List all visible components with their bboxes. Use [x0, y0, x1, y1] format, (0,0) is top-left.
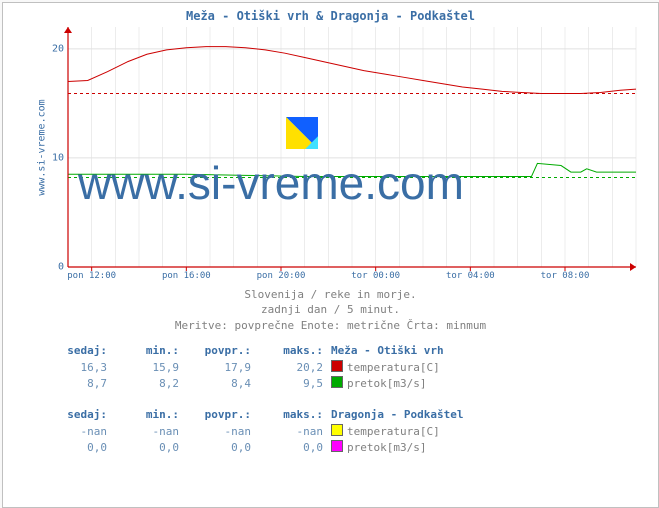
caption-line-1: Slovenija / reke in morje.	[244, 288, 416, 301]
legend-swatch	[331, 360, 343, 372]
x-tick-label: pon 16:00	[162, 271, 211, 281]
caption-line-3: Meritve: povprečne Enote: metrične Črta:…	[175, 319, 486, 332]
chart-title: Meža - Otiški vrh & Dragonja - Podkaštel	[3, 9, 658, 23]
watermark-text: www.si-vreme.com	[78, 156, 464, 210]
x-tick-label: tor 00:00	[351, 271, 400, 281]
x-tick-label: tor 08:00	[541, 271, 590, 281]
plot-area: www.si-vreme.com 01020pon 12:00pon 16:00…	[68, 27, 636, 267]
y-tick-label: 10	[52, 152, 64, 163]
y-tick-label: 20	[52, 43, 64, 54]
chart-frame: Meža - Otiški vrh & Dragonja - Podkaštel…	[2, 2, 659, 508]
x-tick-label: tor 04:00	[446, 271, 495, 281]
stats-block: sedaj:min.:povpr.:maks.:Meža - Otiški vr…	[43, 343, 599, 393]
legend-swatch	[331, 424, 343, 436]
plot-svg	[68, 27, 636, 267]
stats-block: sedaj:min.:povpr.:maks.:Dragonja - Podka…	[43, 407, 599, 457]
caption-line-2: zadnji dan / 5 minut.	[261, 303, 400, 316]
y-axis-label: www.si-vreme.com	[37, 99, 48, 195]
watermark-logo	[286, 117, 318, 149]
y-tick-label: 0	[58, 262, 64, 273]
legend-swatch	[331, 376, 343, 388]
x-tick-label: pon 12:00	[67, 271, 116, 281]
chart-caption: Slovenija / reke in morje. zadnji dan / …	[3, 287, 658, 333]
x-tick-label: pon 20:00	[257, 271, 306, 281]
y-axis-label-container: www.si-vreme.com	[32, 27, 52, 267]
legend-swatch	[331, 440, 343, 452]
